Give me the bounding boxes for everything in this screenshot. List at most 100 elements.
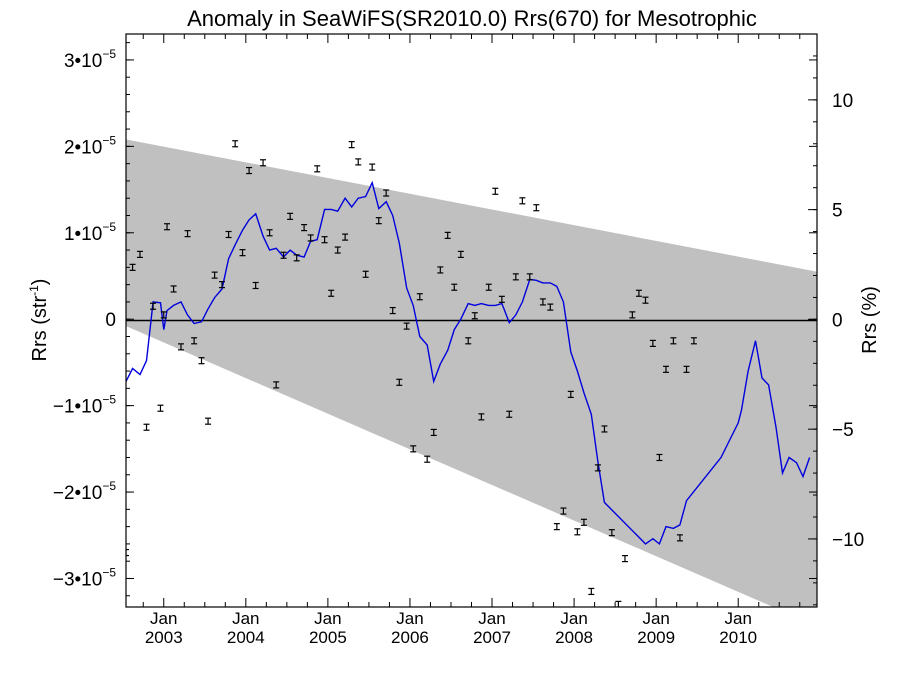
left-tick-label: 0 — [105, 310, 116, 331]
data-point — [642, 296, 649, 304]
data-point — [526, 273, 533, 281]
data-point — [403, 322, 410, 330]
data-point — [177, 343, 184, 351]
x-tick-month: Jan — [560, 609, 587, 628]
data-point — [369, 163, 376, 171]
data-point — [287, 212, 294, 220]
data-point — [383, 189, 390, 197]
monthly-points-layer — [126, 140, 697, 607]
data-point — [670, 337, 677, 345]
data-point — [629, 311, 636, 319]
data-point — [375, 217, 382, 225]
x-tick-year: 2010 — [719, 628, 757, 647]
x-tick-month: Jan — [478, 609, 505, 628]
data-point — [191, 337, 198, 345]
data-point — [553, 523, 560, 531]
data-point — [160, 311, 167, 319]
data-point — [683, 365, 690, 373]
data-point — [621, 555, 628, 563]
x-tick-month: Jan — [150, 609, 177, 628]
data-point — [246, 166, 253, 175]
x-tick-year: 2003 — [145, 628, 183, 647]
data-point — [512, 273, 519, 281]
data-point — [126, 548, 129, 557]
data-point — [328, 289, 335, 297]
data-point — [506, 410, 513, 418]
data-point — [588, 587, 595, 596]
data-point — [150, 302, 157, 310]
data-point — [416, 293, 423, 301]
data-point — [314, 165, 321, 173]
data-point — [478, 413, 485, 421]
data-point — [348, 141, 355, 149]
data-point — [157, 404, 164, 412]
x-axis: Jan2003Jan2004Jan2005Jan2006Jan2007Jan20… — [142, 34, 801, 647]
data-point — [321, 236, 328, 244]
x-tick-year: 2005 — [309, 628, 347, 647]
data-point — [485, 283, 492, 291]
x-tick-year: 2009 — [637, 628, 675, 647]
left-axis-label-unit-exponent: -1 — [27, 285, 41, 296]
data-point — [676, 534, 683, 542]
data-point — [601, 425, 608, 433]
x-tick-year: 2006 — [391, 628, 429, 647]
data-point — [574, 528, 581, 536]
data-point — [252, 281, 259, 290]
data-point — [334, 246, 341, 254]
data-point — [410, 445, 417, 453]
data-point — [396, 378, 403, 386]
data-point — [635, 289, 642, 297]
left-tick-label: −3•10−5 — [53, 565, 116, 590]
data-point — [656, 453, 663, 462]
x-tick-year: 2008 — [555, 628, 593, 647]
data-point — [143, 423, 150, 431]
data-point — [547, 303, 554, 311]
data-point — [471, 312, 478, 320]
data-point — [457, 250, 464, 258]
data-point — [492, 187, 499, 195]
left-axis-label-text: Rrs (str — [29, 296, 51, 362]
data-point — [580, 518, 587, 526]
left-tick-label: 3•10−5 — [64, 47, 116, 72]
data-point — [533, 204, 540, 212]
data-point — [444, 231, 451, 239]
right-tick-label: 0 — [832, 310, 843, 331]
chart-title: Anomaly in SeaWiFS(SR2010.0) Rrs(670) fo… — [187, 6, 757, 31]
data-point — [280, 251, 287, 259]
right-tick-label: −5 — [832, 420, 854, 441]
data-point — [266, 229, 273, 237]
right-axis-label: Rrs (%) — [859, 286, 881, 354]
data-point — [608, 529, 615, 537]
data-point — [129, 263, 136, 271]
data-point — [567, 390, 574, 398]
data-point — [519, 197, 526, 205]
data-point — [690, 337, 697, 345]
data-point — [355, 158, 362, 166]
data-point — [205, 417, 212, 425]
left-tick-label: 1•10−5 — [64, 220, 116, 245]
x-tick-month: Jan — [725, 609, 752, 628]
x-tick-month: Jan — [642, 609, 669, 628]
data-point — [362, 270, 369, 278]
data-point — [219, 281, 226, 289]
data-point — [198, 357, 205, 365]
x-tick-month: Jan — [232, 609, 259, 628]
data-point — [136, 250, 143, 258]
left-tick-label: −2•10−5 — [53, 479, 116, 504]
data-point — [211, 271, 218, 279]
data-point — [430, 428, 437, 437]
data-point — [465, 337, 472, 345]
data-point — [437, 266, 444, 274]
left-tick-label: 2•10−5 — [64, 133, 116, 158]
x-tick-year: 2007 — [473, 628, 511, 647]
data-point — [273, 381, 280, 389]
data-point — [662, 365, 669, 373]
data-point — [594, 464, 601, 472]
data-point — [498, 295, 505, 303]
data-point — [301, 223, 308, 232]
x-tick-month: Jan — [396, 609, 423, 628]
data-point — [293, 254, 300, 262]
data-point — [539, 298, 546, 306]
data-point — [342, 233, 349, 241]
